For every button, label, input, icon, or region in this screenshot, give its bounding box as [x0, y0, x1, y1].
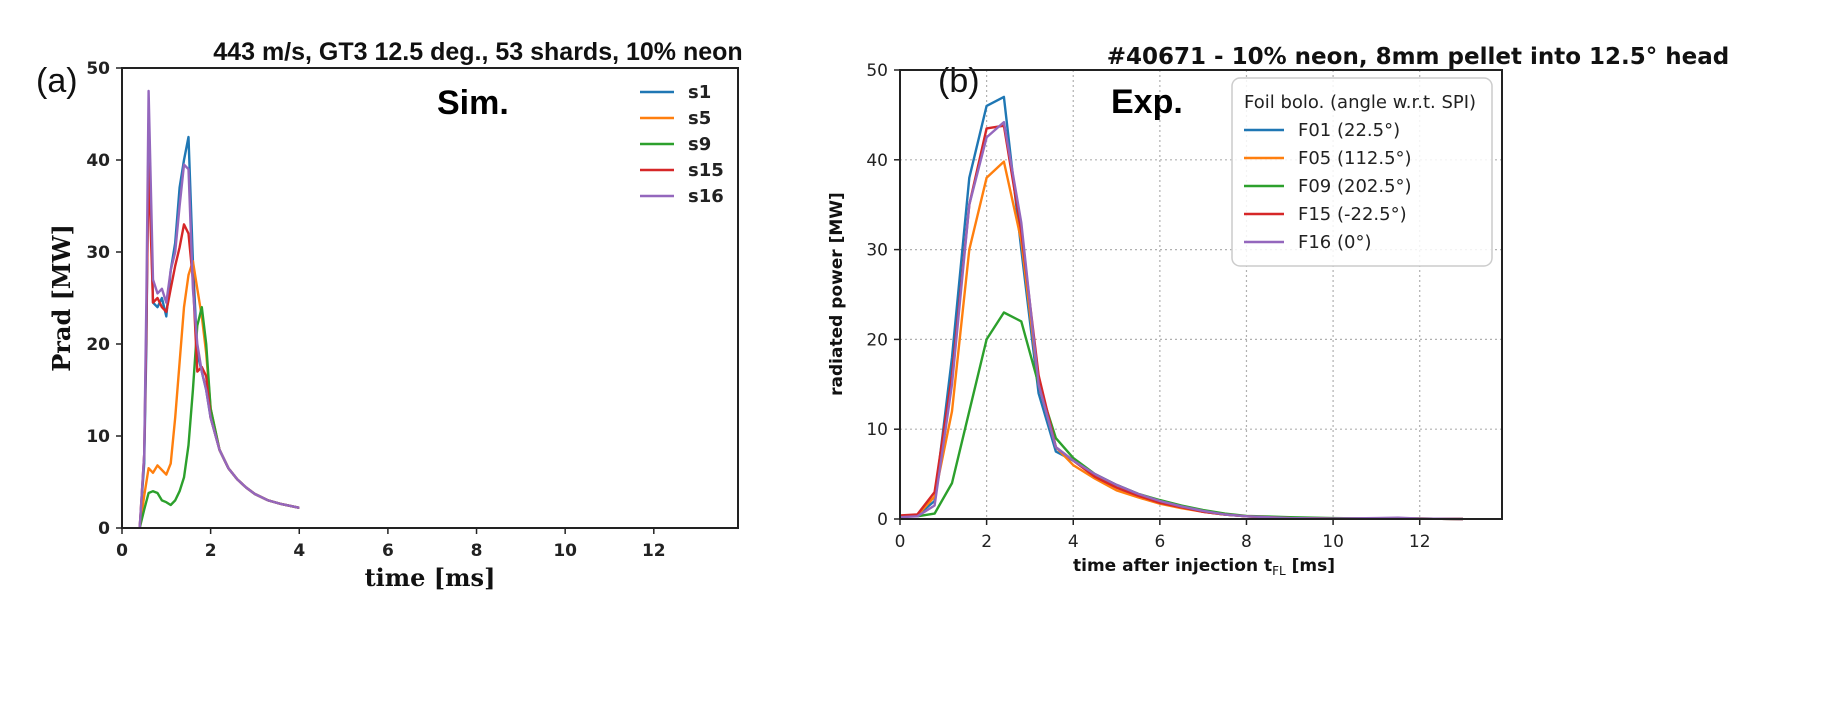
- panel-a-xlabel: time [ms]: [365, 563, 496, 592]
- panel-b-letter: (b): [938, 62, 980, 100]
- legend-label: s16: [688, 186, 724, 207]
- x-tick-label: 8: [1241, 532, 1252, 552]
- legend-label: s5: [688, 108, 711, 129]
- panel-a-axes-frame: [121, 67, 739, 529]
- x-tick-label: 10: [553, 541, 577, 561]
- legend-label: s15: [688, 160, 724, 181]
- y-tick-label: 30: [866, 241, 888, 261]
- panel-a-annotation: Sim.: [437, 84, 509, 122]
- x-tick-label: 0: [116, 541, 128, 561]
- x-tick-label: 10: [1322, 532, 1344, 552]
- y-tick-label: 10: [866, 420, 888, 440]
- legend-label: F01 (22.5°): [1298, 120, 1400, 141]
- y-tick-label: 0: [877, 510, 888, 530]
- panel-b-xlabel-main: time after injection t: [1073, 556, 1272, 576]
- panel-a-letter: (a): [36, 62, 78, 100]
- x-tick-label: 12: [1409, 532, 1431, 552]
- legend-label: F16 (0°): [1298, 232, 1371, 253]
- y-tick-label: 0: [98, 519, 110, 539]
- panel-b-ylabel: radiated power [MW]: [827, 192, 847, 396]
- panel-b-xlabel-unit: [ms]: [1286, 556, 1335, 576]
- panel-a-ylabel: Prad [MW]: [47, 224, 76, 372]
- legend-label: F09 (202.5°): [1298, 176, 1412, 197]
- x-tick-label: 12: [642, 541, 666, 561]
- panel-b-title: #40671 - 10% neon, 8mm pellet into 12.5°…: [1107, 44, 1729, 70]
- panel-b: (b) #40671 - 10% neon, 8mm pellet into 1…: [827, 44, 1729, 578]
- y-tick-label: 40: [86, 151, 110, 171]
- series-line-s1: [138, 121, 300, 529]
- panel-b-annotation: Exp.: [1111, 83, 1183, 121]
- series-line-s16: [138, 89, 300, 529]
- x-tick-label: 6: [1154, 532, 1165, 552]
- panel-b-legend: Foil bolo. (angle w.r.t. SPI) F01 (22.5°…: [1231, 77, 1493, 267]
- panel-a-ticks: 0 2 4 6 8 10 12 0 10 20 30 40 50: [86, 59, 665, 561]
- y-tick-label: 10: [86, 427, 110, 447]
- panel-a-legend: s1 s5 s9 s15 s16: [640, 82, 724, 207]
- panel-b-legend-box: [1231, 77, 1493, 267]
- panel-b-xlabel-subscript: FL: [1272, 564, 1286, 578]
- x-tick-label: 0: [895, 532, 906, 552]
- y-tick-label: 40: [866, 151, 888, 171]
- panel-b-legend-title: Foil bolo. (angle w.r.t. SPI): [1244, 92, 1476, 113]
- panel-b-axes-frame: [899, 69, 1503, 520]
- y-tick-label: 50: [866, 61, 888, 81]
- panel-a: (a) 443 m/s, GT3 12.5 deg., 53 shards, 1…: [36, 38, 743, 592]
- y-tick-label: 30: [86, 243, 110, 263]
- x-tick-label: 4: [1068, 532, 1079, 552]
- x-tick-label: 2: [981, 532, 992, 552]
- panel-a-title: 443 m/s, GT3 12.5 deg., 53 shards, 10% n…: [213, 38, 742, 66]
- panel-b-xlabel: time after injection tFL [ms]: [1073, 556, 1335, 578]
- series-line-s9: [138, 306, 300, 529]
- y-tick-label: 50: [86, 59, 110, 79]
- legend-label: s9: [688, 134, 711, 155]
- series-line-f09: [900, 311, 1464, 521]
- x-tick-label: 6: [382, 541, 394, 561]
- x-tick-label: 2: [205, 541, 217, 561]
- panel-b-ticks: 0 2 4 6 8 10 12 0 10 20 30 40 50: [866, 61, 1430, 552]
- x-tick-label: 8: [471, 541, 483, 561]
- panel-a-lines: [138, 89, 300, 529]
- legend-label: s1: [688, 82, 711, 103]
- legend-label: F15 (-22.5°): [1298, 204, 1407, 225]
- legend-label: F05 (112.5°): [1298, 148, 1412, 169]
- y-tick-label: 20: [86, 335, 110, 355]
- x-tick-label: 4: [293, 541, 305, 561]
- y-tick-label: 20: [866, 330, 888, 350]
